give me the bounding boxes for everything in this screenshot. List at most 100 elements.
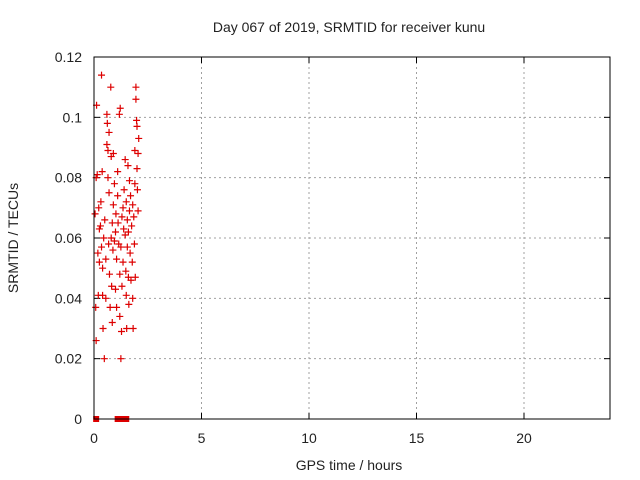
data-point-plus — [105, 240, 113, 248]
data-point-plus — [123, 243, 131, 251]
data-point-plus — [98, 71, 106, 79]
data-point-plus — [102, 255, 110, 263]
data-point-plus — [129, 201, 137, 209]
data-point-plus — [112, 228, 119, 236]
data-point-plus — [93, 171, 101, 179]
data-point-plus — [94, 249, 102, 257]
x-axis-title: GPS time / hours — [296, 457, 403, 473]
data-point-plus — [131, 273, 139, 281]
data-point-plus — [122, 267, 130, 275]
data-point-plus — [127, 276, 135, 284]
data-point-plus — [100, 234, 108, 242]
y-tick-label: 0.08 — [55, 170, 82, 186]
data-point-plus — [132, 95, 140, 103]
chart-title: Day 067 of 2019, SRMTID for receiver kun… — [213, 19, 485, 35]
y-axis-ticks: 0 0.02 0.04 0.06 0.08 0.1 0.12 — [55, 49, 610, 427]
data-point-plus — [134, 207, 142, 215]
data-point-plus — [122, 198, 130, 206]
data-point-plus — [98, 243, 106, 251]
data-point-plus — [134, 150, 142, 158]
data-point-plus — [119, 204, 127, 212]
data-point-plus — [96, 222, 104, 230]
y-tick-label: 0.02 — [55, 351, 82, 367]
data-point-plus — [114, 168, 122, 176]
x-tick-label: 10 — [301, 430, 317, 446]
data-point-plus — [109, 150, 117, 158]
data-point-plus — [118, 213, 126, 221]
plot-frame — [93, 56, 611, 420]
data-point-plus — [131, 147, 139, 155]
data-point-plus — [113, 303, 121, 311]
data-point-plus — [103, 140, 111, 148]
data-point-plus — [116, 270, 124, 278]
x-tick-label: 20 — [516, 430, 532, 446]
data-point-plus — [120, 225, 128, 233]
data-point-plus — [99, 291, 107, 299]
data-point-plus — [126, 249, 134, 257]
data-point-plus — [95, 225, 103, 233]
y-tick-label: 0.1 — [63, 109, 83, 125]
data-point-plus — [99, 264, 107, 272]
data-point-plus — [135, 134, 143, 142]
data-point-plus — [133, 122, 141, 130]
data-point-plus — [129, 325, 137, 332]
data-point-plus — [110, 237, 118, 245]
data-point-plus — [105, 189, 113, 197]
data-point-plus — [113, 255, 121, 263]
data-point-plus — [114, 219, 122, 227]
data-point-plus — [118, 328, 126, 336]
data-point-plus — [116, 104, 124, 112]
data-point-plus — [122, 291, 130, 299]
grid-lines — [94, 57, 610, 419]
data-point-plus — [119, 258, 127, 266]
y-tick-label: 0.04 — [55, 290, 82, 306]
data-point-plus — [106, 303, 114, 311]
y-axis-title: SRMTID / TECUs — [5, 183, 21, 293]
data-point-plus — [92, 303, 100, 311]
data-point-plus — [99, 325, 107, 332]
data-point-plus — [112, 210, 120, 218]
data-point-plus — [98, 168, 106, 176]
data-point-plus — [129, 294, 137, 302]
data-point-plus — [128, 258, 136, 266]
data-point-plus — [125, 177, 133, 185]
data-points — [91, 71, 143, 422]
x-axis-ticks: 0 5 10 15 20 — [90, 57, 532, 446]
data-point-plus — [121, 231, 129, 239]
data-point-plus — [110, 180, 118, 188]
data-point-plus — [132, 83, 140, 91]
data-point-plus — [133, 186, 141, 194]
data-point-plus — [102, 294, 110, 302]
data-point-plus — [125, 207, 133, 215]
data-point-plus — [105, 270, 113, 278]
data-point-plus — [95, 258, 103, 266]
data-point-plus — [108, 318, 116, 326]
x-tick-label: 0 — [90, 430, 98, 446]
data-point-plus — [130, 240, 138, 248]
data-point-plus — [95, 204, 103, 212]
data-point-plus — [109, 201, 117, 209]
y-tick-label: 0.12 — [55, 49, 82, 65]
y-tick-label: 0 — [74, 411, 82, 427]
data-point-plus — [107, 234, 115, 242]
x-tick-label: 15 — [409, 430, 425, 446]
data-point-plus — [104, 147, 112, 155]
data-point-plus — [133, 116, 141, 124]
data-point-plus — [114, 192, 122, 200]
data-point-plus — [124, 228, 132, 236]
x-tick-label: 5 — [198, 430, 206, 446]
data-point-plus — [121, 156, 129, 164]
data-point-plus — [108, 282, 116, 290]
data-point-plus — [91, 210, 99, 218]
data-point-plus — [103, 110, 111, 118]
data-point-plus — [118, 282, 126, 290]
data-point-plus — [104, 174, 112, 182]
data-point-plus — [101, 216, 109, 224]
data-point-plus — [123, 325, 131, 332]
data-point-plus — [120, 186, 128, 194]
data-point-plus — [103, 119, 111, 127]
data-point-plus — [123, 216, 131, 224]
data-point-plus — [116, 312, 124, 320]
data-point-plus — [133, 165, 141, 173]
data-point-plus — [125, 300, 133, 308]
